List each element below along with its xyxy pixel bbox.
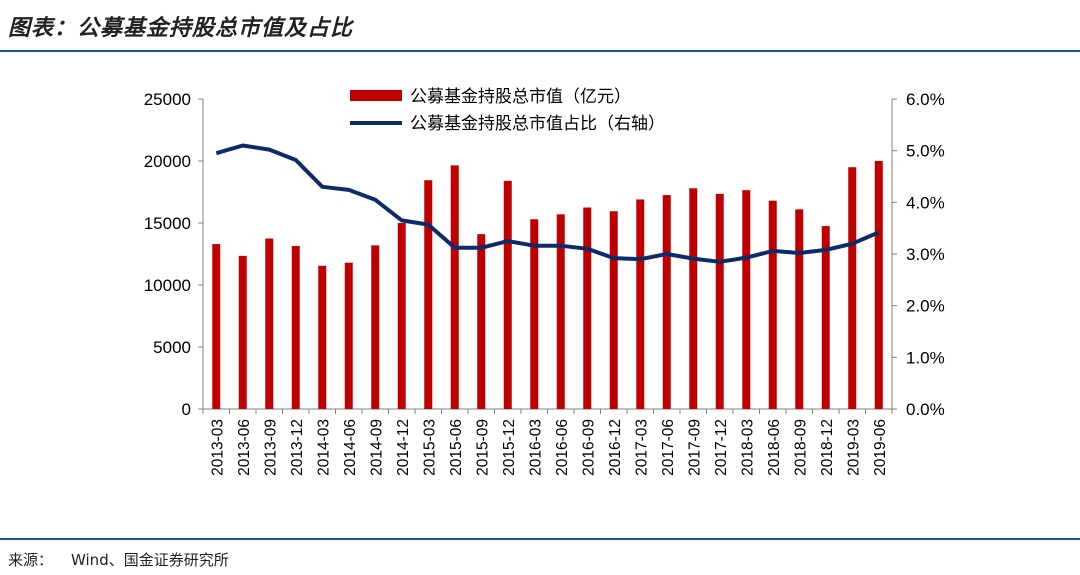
- bar: [874, 161, 883, 409]
- source-label: 来源：: [8, 551, 54, 569]
- left-tick-label: 15000: [144, 214, 191, 233]
- bar: [265, 238, 274, 409]
- bar: [556, 214, 565, 409]
- bar: [689, 188, 698, 409]
- x-tick-label: 2014-03: [315, 419, 332, 476]
- bar: [503, 180, 512, 409]
- combo-chart: 0 5000 10000 15000 20000 25000 0.0% 1.0% 2.0% 3.0…: [144, 87, 945, 476]
- left-tick-label: 5000: [153, 338, 191, 357]
- left-tick-label: 20000: [144, 152, 191, 171]
- bar: [795, 209, 804, 409]
- bar: [715, 193, 724, 409]
- bar: [291, 245, 300, 409]
- x-tick-label: 2013-12: [289, 419, 306, 476]
- x-tick-label: 2018-06: [766, 419, 783, 476]
- bar: [371, 245, 380, 409]
- x-tick-label: 2018-12: [819, 419, 836, 476]
- bar: [397, 223, 406, 409]
- x-tick-label: 2017-06: [660, 419, 677, 476]
- x-tick-label: 2018-03: [739, 419, 756, 476]
- right-tick-label: 4.0%: [906, 193, 945, 212]
- bar: [583, 207, 592, 409]
- bar: [768, 200, 777, 409]
- footer-divider: [0, 538, 1080, 540]
- legend-label-bar: 公募基金持股总市值（亿元）: [410, 87, 631, 106]
- x-tick-label: 2015-06: [448, 419, 465, 476]
- left-tick-label: 10000: [144, 276, 191, 295]
- x-tick-label: 2016-09: [580, 419, 597, 476]
- right-tick-label: 6.0%: [906, 90, 945, 109]
- bar: [662, 195, 671, 409]
- x-tick-label: 2013-09: [262, 419, 279, 476]
- x-tick-label: 2017-12: [713, 419, 730, 476]
- x-tick-label: 2014-12: [395, 419, 412, 476]
- share-line: [215, 143, 880, 264]
- right-tick-label: 5.0%: [906, 142, 945, 161]
- x-tick-label: 2015-12: [501, 419, 518, 476]
- bar: [530, 219, 539, 409]
- right-tick-label: 3.0%: [906, 245, 945, 264]
- title-divider: [0, 50, 1080, 52]
- right-tick-label: 2.0%: [906, 297, 945, 316]
- chart-area: 0 5000 10000 15000 20000 25000 0.0% 1.0% 2.0% 3.0…: [0, 52, 1080, 532]
- x-tick-label: 2017-09: [686, 419, 703, 476]
- legend-label-line: 公募基金持股总市值占比（右轴）: [410, 114, 665, 133]
- left-tick-label: 25000: [144, 90, 191, 109]
- bar: [821, 226, 830, 409]
- bar: [609, 211, 618, 409]
- right-tick-label: 1.0%: [906, 348, 945, 367]
- x-tick-label: 2019-03: [845, 419, 862, 476]
- bar: [477, 234, 486, 409]
- x-tick-label: 2015-03: [421, 419, 438, 476]
- x-tick-label: 2013-06: [236, 419, 253, 476]
- x-tick-label: 2016-03: [527, 419, 544, 476]
- x-tick-label: 2016-12: [607, 419, 624, 476]
- bar: [636, 199, 645, 409]
- x-tick-label: 2014-06: [342, 419, 359, 476]
- bar: [848, 167, 857, 409]
- right-tick-label: 0.0%: [906, 400, 945, 419]
- x-tick-label: 2017-03: [633, 419, 650, 476]
- source-text: Wind、国金证券研究所: [71, 551, 229, 569]
- bar: [318, 265, 327, 409]
- legend-swatch-bar: [350, 90, 402, 101]
- bar: [424, 180, 433, 409]
- bar: [212, 244, 221, 409]
- page-title: 图表：公募基金持股总市值及占比: [8, 15, 354, 41]
- x-tick-label: 2016-06: [554, 419, 571, 476]
- x-tick-label: 2018-09: [792, 419, 809, 476]
- x-tick-label: 2014-09: [368, 419, 385, 476]
- bar: [742, 190, 751, 409]
- source-note: 来源： Wind、国金证券研究所: [8, 549, 229, 570]
- left-tick-label: 0: [182, 400, 191, 419]
- bar: [450, 165, 459, 409]
- chart-header: 图表：公募基金持股总市值及占比: [0, 0, 1080, 52]
- bar: [344, 262, 353, 409]
- bar: [238, 255, 247, 409]
- x-tick-label: 2015-09: [474, 419, 491, 476]
- x-tick-label: 2013-03: [209, 419, 226, 476]
- x-tick-label: 2019-06: [872, 419, 889, 476]
